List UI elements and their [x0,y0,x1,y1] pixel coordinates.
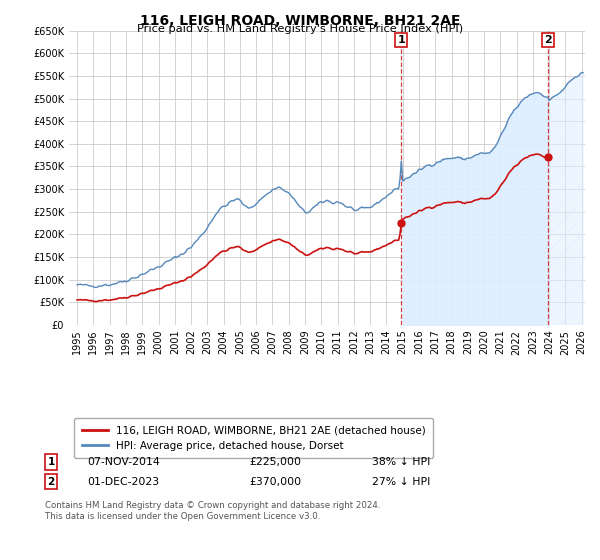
Text: 2: 2 [47,477,55,487]
Text: 1: 1 [47,457,55,467]
Text: 01-DEC-2023: 01-DEC-2023 [87,477,159,487]
Text: 2: 2 [544,35,552,45]
Text: Contains HM Land Registry data © Crown copyright and database right 2024.
This d: Contains HM Land Registry data © Crown c… [45,501,380,521]
Text: £370,000: £370,000 [249,477,301,487]
Text: 27% ↓ HPI: 27% ↓ HPI [372,477,430,487]
Text: 07-NOV-2014: 07-NOV-2014 [87,457,160,467]
Legend: 116, LEIGH ROAD, WIMBORNE, BH21 2AE (detached house), HPI: Average price, detach: 116, LEIGH ROAD, WIMBORNE, BH21 2AE (det… [74,418,433,458]
Text: 116, LEIGH ROAD, WIMBORNE, BH21 2AE: 116, LEIGH ROAD, WIMBORNE, BH21 2AE [140,14,460,28]
Text: Price paid vs. HM Land Registry's House Price Index (HPI): Price paid vs. HM Land Registry's House … [137,24,463,34]
Text: 1: 1 [397,35,405,45]
Text: £225,000: £225,000 [249,457,301,467]
Text: 38% ↓ HPI: 38% ↓ HPI [372,457,430,467]
